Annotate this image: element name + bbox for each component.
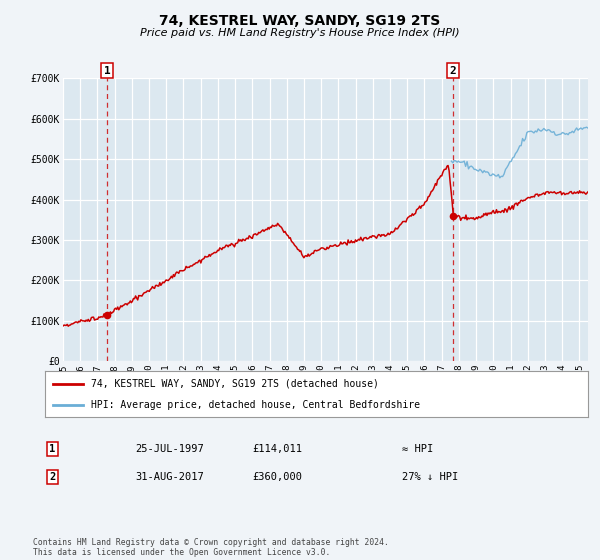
Text: 31-AUG-2017: 31-AUG-2017 xyxy=(135,472,204,482)
Text: 2: 2 xyxy=(450,66,457,76)
Text: 27% ↓ HPI: 27% ↓ HPI xyxy=(402,472,458,482)
Text: HPI: Average price, detached house, Central Bedfordshire: HPI: Average price, detached house, Cent… xyxy=(91,400,420,410)
Text: 74, KESTREL WAY, SANDY, SG19 2TS (detached house): 74, KESTREL WAY, SANDY, SG19 2TS (detach… xyxy=(91,379,379,389)
Text: ≈ HPI: ≈ HPI xyxy=(402,444,433,454)
Text: 74, KESTREL WAY, SANDY, SG19 2TS: 74, KESTREL WAY, SANDY, SG19 2TS xyxy=(160,14,440,28)
Text: 2: 2 xyxy=(49,472,55,482)
Text: Price paid vs. HM Land Registry's House Price Index (HPI): Price paid vs. HM Land Registry's House … xyxy=(140,28,460,38)
Text: 1: 1 xyxy=(104,66,110,76)
Text: Contains HM Land Registry data © Crown copyright and database right 2024.
This d: Contains HM Land Registry data © Crown c… xyxy=(33,538,389,557)
Text: £114,011: £114,011 xyxy=(252,444,302,454)
Text: £360,000: £360,000 xyxy=(252,472,302,482)
Text: 25-JUL-1997: 25-JUL-1997 xyxy=(135,444,204,454)
Text: 1: 1 xyxy=(49,444,55,454)
